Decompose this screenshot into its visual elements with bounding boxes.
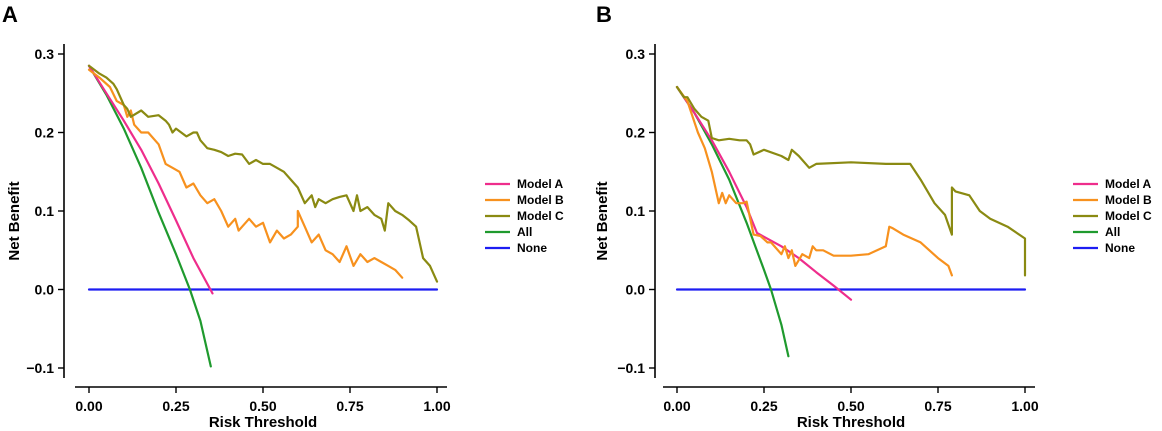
series-line-model-b xyxy=(87,68,404,279)
x-tick-label: 0.25 xyxy=(750,398,777,414)
legend-label-model-b: Model B xyxy=(1105,193,1152,207)
legend-label-model-c: Model C xyxy=(517,209,564,223)
chart-panel-b: B 0.3 0.2 0.1 0.0 −0.1 0.00 0.25 0.50 0.75 1.00 Ris… xyxy=(594,2,1152,431)
legend-label-model-b: Model B xyxy=(517,193,564,207)
series-line-all xyxy=(87,64,212,368)
y-tick-label: −0.1 xyxy=(617,360,645,376)
panel-label: B xyxy=(596,2,612,27)
x-axis-title: Risk Threshold xyxy=(209,414,317,431)
y-tick-label: 0.2 xyxy=(626,125,646,141)
x-tick-label: 0.50 xyxy=(249,398,276,414)
legend-label-all: All xyxy=(1105,225,1120,239)
y-tick-label: 0.3 xyxy=(35,46,55,62)
legend-label-all: All xyxy=(517,225,532,239)
legend-label-model-a: Model A xyxy=(517,177,564,191)
y-tick-label: 0.1 xyxy=(35,203,55,219)
y-tick-label: 0.2 xyxy=(35,125,55,141)
series-line-model-a xyxy=(87,64,214,295)
legend: Model A Model B Model C All None xyxy=(1073,177,1152,255)
x-tick-label: 0.00 xyxy=(663,398,690,414)
series-line-model-c xyxy=(675,85,1027,277)
panel-label: A xyxy=(2,2,18,27)
x-tick-label: 0.25 xyxy=(162,398,189,414)
series-line-all xyxy=(675,85,790,358)
y-tick-label: 0.0 xyxy=(35,282,55,298)
series-line-model-b xyxy=(675,85,954,277)
series-line-model-c xyxy=(87,64,439,283)
y-tick-label: 0.3 xyxy=(626,46,646,62)
series-line-model-a xyxy=(675,85,853,301)
legend-label-model-c: Model C xyxy=(1105,209,1152,223)
legend-label-none: None xyxy=(517,241,547,255)
legend: Model A Model B Model C All None xyxy=(485,177,564,255)
x-tick-label: 0.75 xyxy=(336,398,363,414)
x-tick-label: 0.50 xyxy=(837,398,864,414)
y-tick-label: 0.1 xyxy=(626,203,646,219)
legend-label-model-a: Model A xyxy=(1105,177,1152,191)
chart-panel-a: A 0.3 0.2 0.1 0.0 −0.1 0.00 0.25 0.50 0.75 1.00 Ris… xyxy=(2,2,564,431)
x-tick-label: 1.00 xyxy=(423,398,450,414)
x-axis-title: Risk Threshold xyxy=(797,414,905,431)
legend-label-none: None xyxy=(1105,241,1135,255)
x-tick-label: 1.00 xyxy=(1011,398,1038,414)
y-axis-title: Net Benefit xyxy=(6,181,23,260)
y-axis-title: Net Benefit xyxy=(594,181,611,260)
y-tick-label: 0.0 xyxy=(626,282,646,298)
x-tick-label: 0.75 xyxy=(924,398,951,414)
y-tick-label: −0.1 xyxy=(26,360,54,376)
x-tick-label: 0.00 xyxy=(75,398,102,414)
